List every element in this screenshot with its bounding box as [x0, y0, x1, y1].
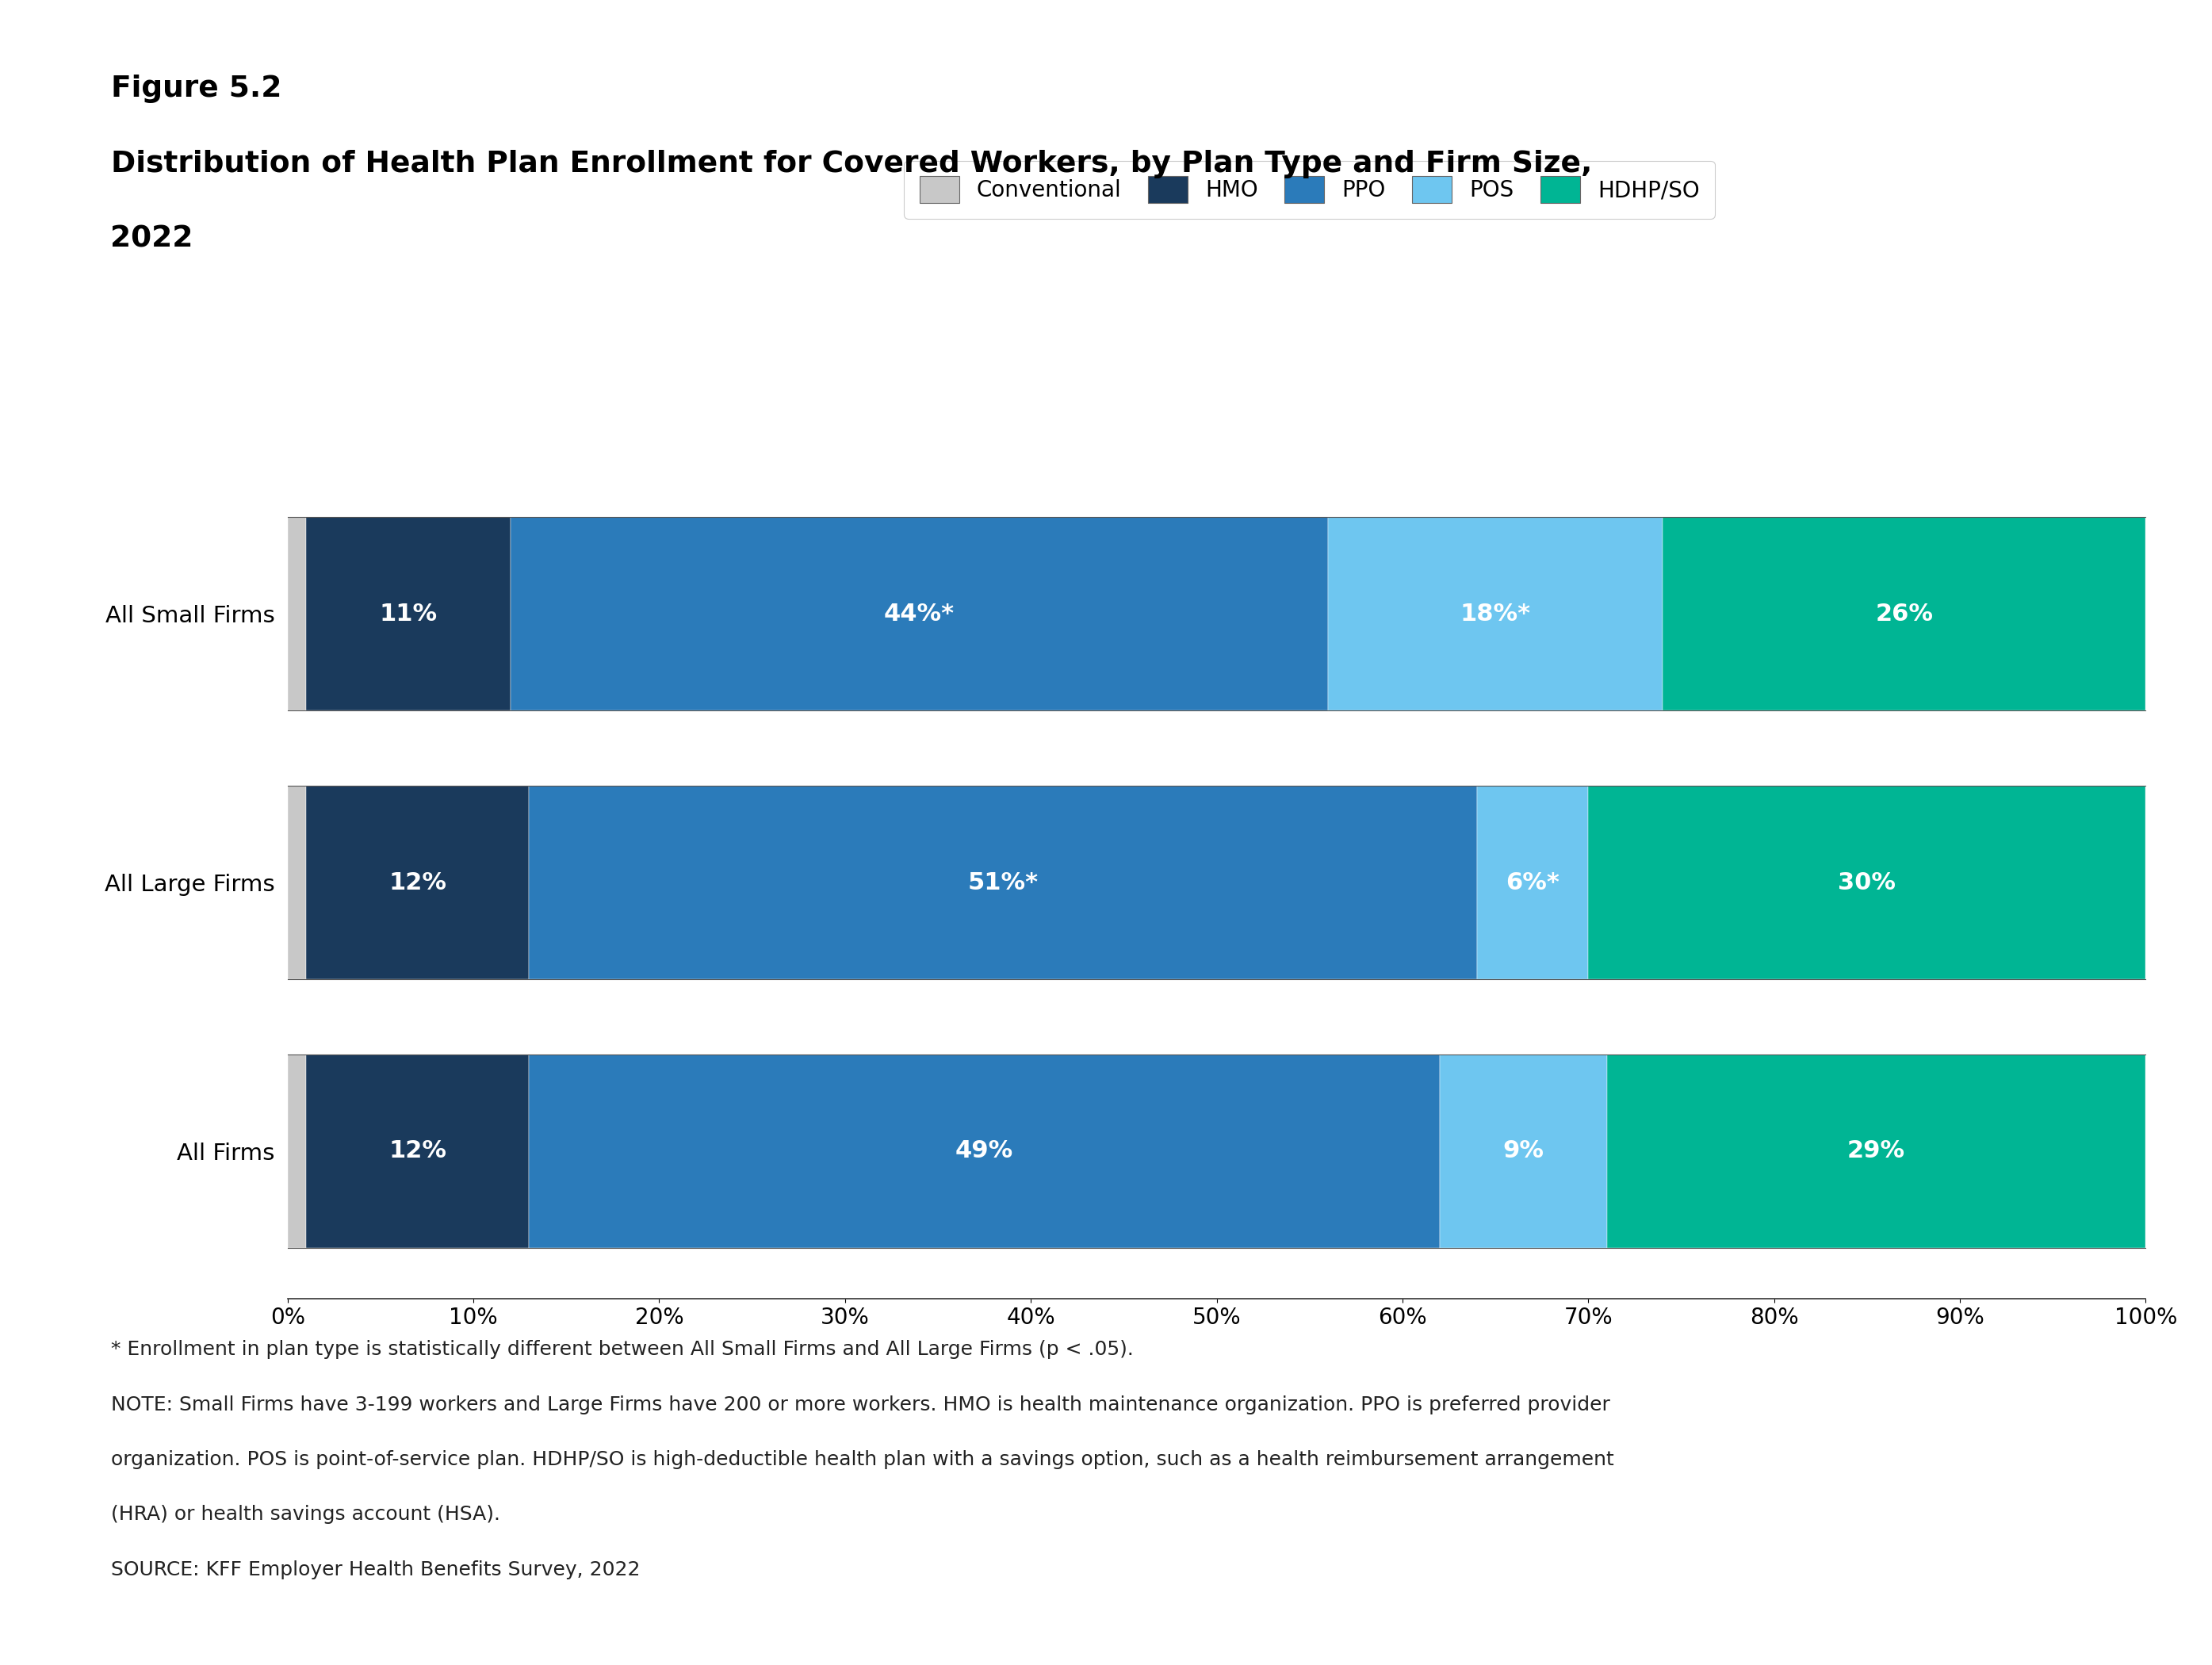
Bar — [1327, 518, 1663, 711]
Bar — [1478, 786, 1588, 979]
Bar — [288, 1054, 305, 1247]
Bar — [1606, 1054, 2146, 1247]
Text: SOURCE: KFF Employer Health Benefits Survey, 2022: SOURCE: KFF Employer Health Benefits Sur… — [111, 1560, 639, 1578]
Bar — [529, 786, 1478, 979]
Bar — [305, 1054, 529, 1247]
Text: 29%: 29% — [1847, 1139, 1905, 1162]
Text: organization. POS is point-of-service plan. HDHP/SO is high-deductible health pl: organization. POS is point-of-service pl… — [111, 1450, 1613, 1469]
Text: 11%: 11% — [378, 603, 438, 626]
Text: 44%*: 44%* — [885, 603, 956, 626]
Text: 51%*: 51%* — [967, 871, 1037, 894]
Text: 26%: 26% — [1876, 603, 1933, 626]
Legend: Conventional, HMO, PPO, POS, HDHP/SO: Conventional, HMO, PPO, POS, HDHP/SO — [905, 162, 1714, 218]
Text: 6%*: 6%* — [1506, 871, 1559, 894]
Text: 12%: 12% — [389, 1139, 447, 1162]
Text: 12%: 12% — [389, 871, 447, 894]
Bar — [288, 518, 305, 711]
Bar — [1440, 1054, 1606, 1247]
Bar — [305, 518, 511, 711]
Text: Figure 5.2: Figure 5.2 — [111, 75, 281, 103]
Text: 18%*: 18%* — [1460, 603, 1531, 626]
Text: Distribution of Health Plan Enrollment for Covered Workers, by Plan Type and Fir: Distribution of Health Plan Enrollment f… — [111, 150, 1593, 178]
Bar — [1663, 518, 2146, 711]
Text: 30%: 30% — [1838, 871, 1896, 894]
Bar — [288, 786, 305, 979]
Bar — [1588, 786, 2146, 979]
Text: 49%: 49% — [956, 1139, 1013, 1162]
Bar — [305, 786, 529, 979]
Bar — [511, 518, 1327, 711]
Text: NOTE: Small Firms have 3-199 workers and Large Firms have 200 or more workers. H: NOTE: Small Firms have 3-199 workers and… — [111, 1395, 1610, 1414]
Text: 9%: 9% — [1502, 1139, 1544, 1162]
Text: (HRA) or health savings account (HSA).: (HRA) or health savings account (HSA). — [111, 1505, 500, 1523]
Text: 2022: 2022 — [111, 225, 192, 253]
Text: * Enrollment in plan type is statistically different between All Small Firms and: * Enrollment in plan type is statistical… — [111, 1340, 1133, 1359]
Bar — [529, 1054, 1440, 1247]
